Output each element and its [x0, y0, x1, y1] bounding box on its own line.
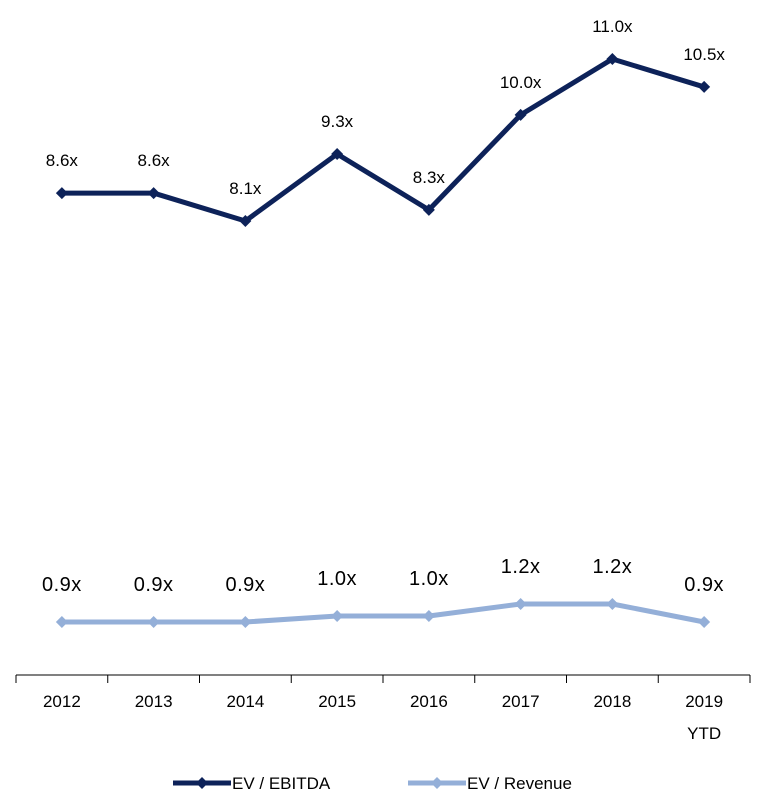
data-label: 8.6x — [46, 151, 79, 170]
series-1: 0.9x 0.9x 0.9x 1.0x 1.0x 1.2x 1.2x 0.9x — [42, 556, 724, 628]
data-point — [514, 598, 527, 610]
x-tick-label: 2017 — [502, 692, 540, 711]
data-label: 0.9x — [134, 574, 174, 596]
data-point — [422, 610, 435, 622]
x-tick-label: 2016 — [410, 692, 448, 711]
x-tick-label: 2012 — [43, 692, 81, 711]
data-label: 0.9x — [42, 574, 82, 596]
data-label: 8.6x — [138, 151, 171, 170]
data-label: 0.9x — [225, 574, 265, 596]
data-point — [606, 53, 619, 65]
data-point — [331, 610, 344, 622]
data-label: 10.5x — [683, 45, 725, 64]
data-point — [514, 108, 527, 121]
legend: EV / EBITDA EV / Revenue — [173, 774, 572, 793]
data-point — [239, 616, 252, 628]
data-point — [698, 616, 711, 628]
x-tick-label: 2019 YTD — [685, 692, 723, 743]
data-point — [606, 598, 619, 610]
series-line — [61, 601, 705, 625]
data-label: 8.3x — [413, 168, 446, 187]
data-label: 0.9x — [684, 574, 724, 596]
data-label: 1.2x — [592, 556, 632, 578]
series-0: 8.6x 8.6x 8.1x 9.3x 8.3x 10.0x 11.0x 10.5x — [46, 17, 725, 227]
legend-item-0: EV / EBITDA — [173, 774, 331, 793]
data-label: 8.1x — [229, 179, 262, 198]
legend-item-1: EV / Revenue — [408, 774, 572, 793]
x-tick-label: 2014 — [226, 692, 264, 711]
data-point — [147, 187, 160, 200]
legend-swatch-marker — [431, 777, 443, 789]
data-point — [331, 147, 344, 160]
data-point — [147, 616, 160, 628]
data-label: 1.2x — [501, 556, 541, 578]
data-point — [239, 215, 252, 227]
data-point — [422, 203, 435, 216]
data-label: 11.0x — [592, 17, 633, 36]
data-point — [55, 616, 68, 628]
legend-label: EV / Revenue — [467, 774, 572, 793]
series-line — [61, 56, 705, 224]
data-label: 1.0x — [409, 568, 449, 590]
data-point — [698, 80, 711, 93]
data-point — [55, 187, 68, 200]
legend-label: EV / EBITDA — [232, 774, 331, 793]
data-label: 9.3x — [321, 112, 354, 131]
data-label: 1.0x — [317, 568, 357, 590]
x-tick-label: 2018 — [593, 692, 631, 711]
x-tick-label: 2015 — [318, 692, 356, 711]
data-label: 10.0x — [500, 73, 542, 92]
x-axis: 2012 2013 2014 2015 2016 2017 2018 2019 YTD — [15, 674, 751, 743]
x-tick-label: 2013 — [135, 692, 173, 711]
legend-swatch-marker — [196, 777, 208, 789]
